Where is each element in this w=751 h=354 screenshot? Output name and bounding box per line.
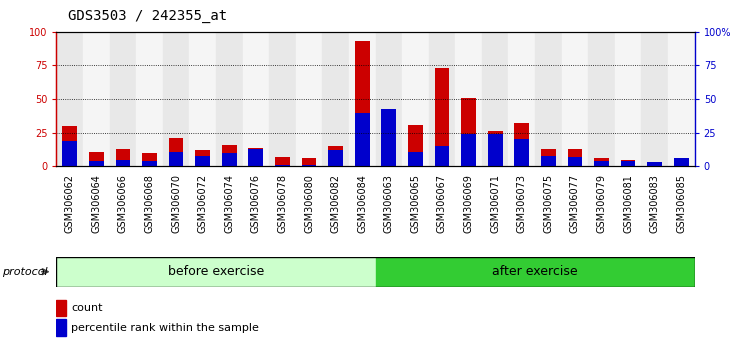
Bar xyxy=(514,123,529,166)
Bar xyxy=(302,165,316,166)
Text: percentile rank within the sample: percentile rank within the sample xyxy=(71,322,259,332)
Bar xyxy=(594,161,609,166)
Bar xyxy=(275,157,290,166)
Text: protocol: protocol xyxy=(2,267,48,277)
Bar xyxy=(222,145,237,166)
Bar xyxy=(116,149,130,166)
Bar xyxy=(594,158,609,166)
Bar xyxy=(56,257,376,287)
Bar xyxy=(355,41,369,166)
Text: count: count xyxy=(71,303,103,313)
Text: before exercise: before exercise xyxy=(167,265,264,278)
Bar xyxy=(322,32,349,166)
Bar xyxy=(514,139,529,166)
Bar xyxy=(382,139,396,166)
Bar xyxy=(249,149,263,166)
Bar xyxy=(195,150,210,166)
Bar xyxy=(568,149,582,166)
Bar xyxy=(355,113,369,166)
Bar xyxy=(56,300,66,316)
Bar xyxy=(674,160,689,166)
Bar xyxy=(163,32,189,166)
Bar xyxy=(243,32,269,166)
Bar xyxy=(275,165,290,166)
Bar xyxy=(535,32,562,166)
Bar xyxy=(647,162,662,166)
Bar xyxy=(376,32,402,166)
Bar xyxy=(588,32,615,166)
Bar xyxy=(142,161,157,166)
Bar xyxy=(56,32,83,166)
Bar xyxy=(461,134,476,166)
Bar xyxy=(668,32,695,166)
Bar xyxy=(408,125,423,166)
Bar xyxy=(216,32,243,166)
Bar xyxy=(621,161,635,166)
Bar xyxy=(435,68,449,166)
Bar xyxy=(189,32,216,166)
Bar xyxy=(328,146,343,166)
Bar xyxy=(455,32,482,166)
Bar xyxy=(508,32,535,166)
Bar xyxy=(429,32,455,166)
Bar xyxy=(488,134,502,166)
Bar xyxy=(136,32,163,166)
Bar xyxy=(647,162,662,166)
Bar xyxy=(541,156,556,166)
Bar xyxy=(349,32,376,166)
Bar xyxy=(408,152,423,166)
Bar xyxy=(62,126,77,166)
Bar xyxy=(169,138,183,166)
Bar xyxy=(62,141,77,166)
Bar xyxy=(142,153,157,166)
Bar xyxy=(110,32,136,166)
Bar xyxy=(195,156,210,166)
Text: after exercise: after exercise xyxy=(492,265,578,278)
Bar xyxy=(482,32,508,166)
Bar xyxy=(169,152,183,166)
Bar xyxy=(249,148,263,166)
Bar xyxy=(83,32,110,166)
Bar xyxy=(541,149,556,166)
Bar xyxy=(641,32,668,166)
Bar xyxy=(222,153,237,166)
Bar xyxy=(116,160,130,166)
Bar xyxy=(89,152,104,166)
Bar xyxy=(302,158,316,166)
Bar xyxy=(568,157,582,166)
Bar xyxy=(621,160,635,166)
Bar xyxy=(382,109,396,166)
Bar xyxy=(674,158,689,166)
Bar xyxy=(328,150,343,166)
Bar xyxy=(435,146,449,166)
Bar xyxy=(269,32,296,166)
Bar xyxy=(562,32,588,166)
Text: GDS3503 / 242355_at: GDS3503 / 242355_at xyxy=(68,9,227,23)
Bar xyxy=(89,161,104,166)
Bar xyxy=(615,32,641,166)
Bar xyxy=(376,257,695,287)
Bar xyxy=(56,319,66,336)
Bar xyxy=(402,32,429,166)
Bar xyxy=(488,131,502,166)
Bar xyxy=(296,32,322,166)
Bar xyxy=(461,98,476,166)
